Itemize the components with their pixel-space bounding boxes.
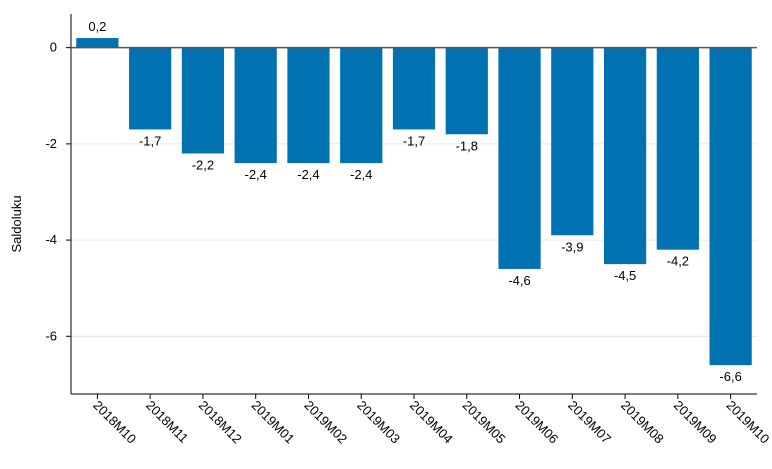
y-tick-label: -4 [45,232,57,247]
x-ticks: 2018M10 2018M11 2018M12 2019M01 2019M02 2019M… [90,394,772,446]
x-tick-label: 2019M08 [618,398,667,447]
data-label: -1,8 [456,138,478,153]
data-label: -6,6 [719,369,741,384]
data-label: -4,6 [508,273,530,288]
bar [129,47,172,130]
x-tick-label: 2019M07 [565,398,614,447]
bar [76,38,119,48]
x-tick-label: 2019M04 [407,398,456,447]
y-axis-title: Saldoluku [9,195,24,252]
data-label: -2,4 [297,167,319,182]
bar [709,47,752,366]
x-tick-label: 2019M06 [512,398,561,447]
x-tick-label: 2018M12 [196,398,245,447]
bar [498,47,541,269]
y-tick-label: -2 [45,136,57,151]
data-label: -1,7 [139,133,161,148]
data-labels: 0,2 -1,7 -2,2 -2,4 -2,4 -2,4 -1,7 -1,8 -4,6 -3,9 -… [88,19,741,384]
gridlines [71,143,757,337]
data-label: 0,2 [88,19,106,34]
x-tick-label: 2018M10 [90,398,139,447]
data-label: -1,7 [403,133,425,148]
data-label: -2,4 [244,167,266,182]
x-tick-label: 2019M10 [723,398,772,447]
x-tick-label: 2018M11 [143,398,191,446]
data-label: -3,9 [561,239,583,254]
data-label: -4,5 [614,268,636,283]
bar [340,47,383,164]
x-tick-label: 2019M09 [671,398,720,447]
bar [181,47,225,154]
bar [603,47,647,265]
bar [234,47,277,164]
data-label: -2,4 [350,167,372,182]
bar [392,47,436,130]
x-tick-label: 2019M03 [354,398,403,447]
y-tick-label: -6 [45,328,57,343]
y-ticks: 0 -2 -4 -6 [45,40,71,343]
x-tick-label: 2019M01 [249,398,298,447]
data-label: -4,2 [667,254,689,269]
bars [76,38,752,366]
x-tick-label: 2019M02 [301,398,350,447]
bar [656,47,699,250]
y-tick-label: 0 [50,40,57,55]
bar [445,47,488,135]
bar [551,47,594,236]
bar [287,47,330,164]
x-tick-label: 2019M05 [460,398,509,447]
data-label: -2,2 [192,157,214,172]
